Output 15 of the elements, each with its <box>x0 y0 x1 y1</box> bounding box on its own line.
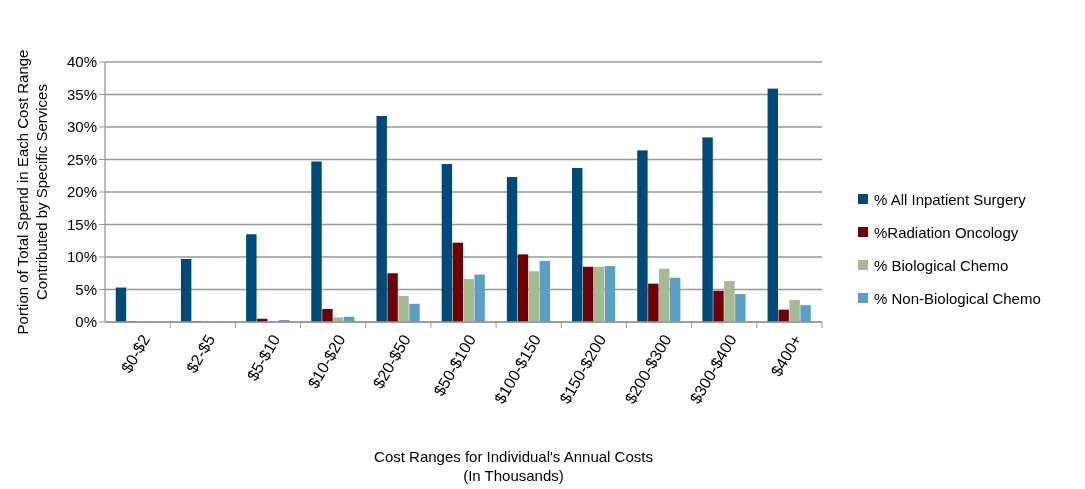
y-tick-label: 35% <box>66 85 97 103</box>
y-tick-label: 0% <box>75 313 97 331</box>
y-tick-label: 20% <box>66 183 97 201</box>
y-tick-label: 5% <box>75 280 97 298</box>
legend-label: % Biological Chemo <box>874 257 1009 275</box>
y-tick-label: 40% <box>66 53 97 71</box>
y-tick-label: 25% <box>66 150 97 168</box>
x-axis-title: Cost Ranges for Individual's Annual Costs (In Thousands) <box>374 448 653 484</box>
y-tick-label: 30% <box>66 118 97 136</box>
legend-label: % All Inpatient Surgery <box>874 191 1027 209</box>
y-tick-label: 10% <box>66 248 97 266</box>
legend-label: % Non-Biological Chemo <box>874 290 1041 308</box>
y-tick-label: 15% <box>66 215 97 233</box>
y-axis-title: Portion of Total Spend in Each Cost Range Contributed by Specific Services <box>14 49 50 335</box>
legend-label: %Radiation Oncology <box>874 224 1019 242</box>
